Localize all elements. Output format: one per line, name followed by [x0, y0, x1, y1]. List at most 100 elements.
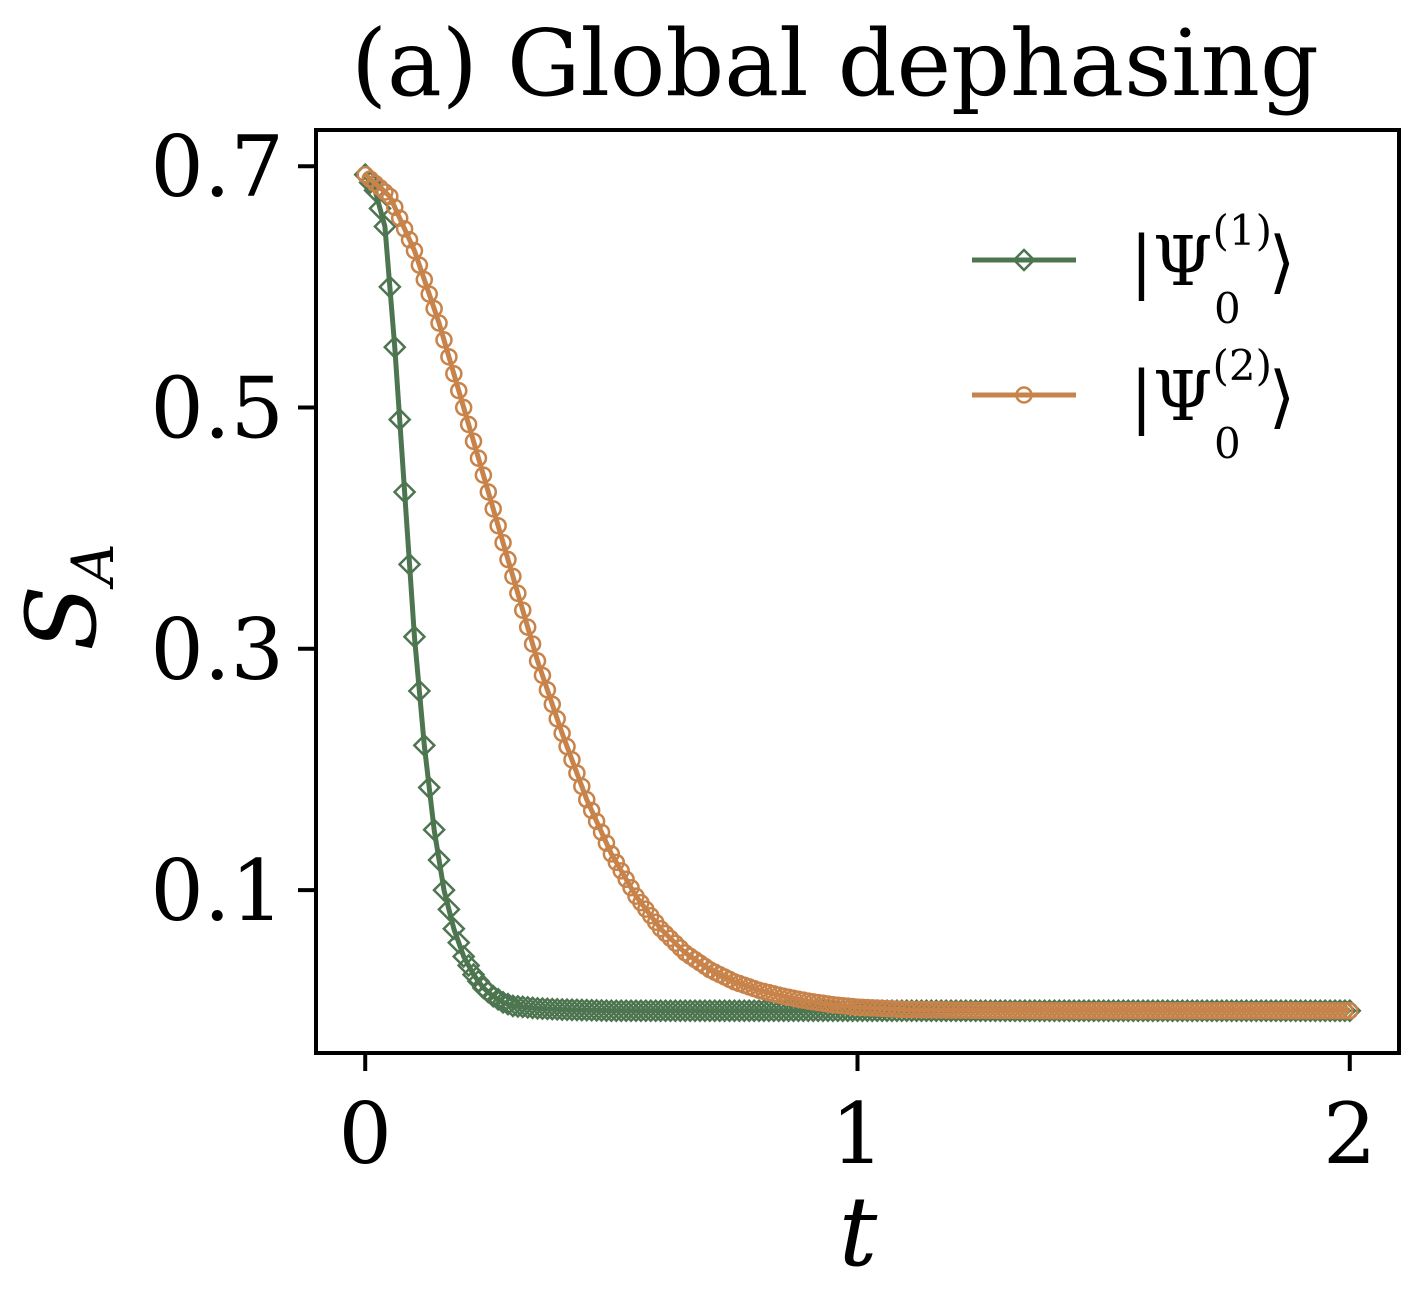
circle-marker [499, 550, 517, 569]
circle-marker [366, 174, 384, 193]
circle-marker [479, 483, 498, 501]
circle-marker [1336, 1002, 1354, 1020]
diamond-marker [437, 897, 461, 922]
circle-marker [371, 178, 389, 197]
diamond-marker [481, 984, 505, 1009]
circle-marker [395, 220, 414, 238]
diamond-marker [422, 818, 446, 842]
diamond-marker [501, 994, 525, 1018]
circle-marker [592, 823, 611, 841]
circle-marker [518, 618, 537, 636]
circle-marker [494, 533, 512, 552]
plot-frame [314, 128, 1401, 1055]
diamond-marker [407, 679, 432, 703]
circle-marker [509, 584, 527, 603]
legend-subscript: 0 [1214, 419, 1241, 468]
diamond-marker [579, 998, 604, 1023]
legend-ket-close: ⟩ [1269, 223, 1296, 302]
diamond-marker [550, 997, 574, 1022]
diamond-marker [565, 998, 589, 1022]
y-axis-label-symbol: S [6, 585, 118, 651]
diamond-marker [402, 624, 427, 649]
diamond-marker [397, 552, 422, 577]
x-tick-label: 2 [1323, 1085, 1376, 1183]
circle-marker [666, 934, 685, 952]
circle-marker [356, 165, 374, 184]
circle-marker [445, 364, 463, 383]
circle-marker [514, 601, 532, 619]
circle-marker [361, 170, 379, 188]
x-tick-label: 0 [339, 1085, 392, 1183]
diamond-marker [520, 996, 545, 1020]
diamond-marker [525, 996, 550, 1021]
circle-marker [484, 500, 502, 518]
chart-title: (a) Global dephasing [351, 10, 1319, 117]
diamond-marker [427, 848, 451, 872]
diamond-marker [432, 878, 456, 902]
x-axis: 0 1 2 [339, 1053, 1376, 1183]
diamond-marker [387, 407, 412, 432]
legend-ket-open: |Ψ [1130, 223, 1213, 302]
circle-marker [454, 398, 473, 417]
circle-marker [390, 209, 409, 227]
circle-marker [489, 516, 507, 535]
circle-marker [651, 919, 670, 938]
legend-label: |Ψ(2) 0 ⟩ [1130, 341, 1295, 468]
circle-marker [450, 381, 468, 400]
circle-marker [1331, 1002, 1349, 1020]
circle-marker [582, 801, 601, 820]
series-markers [356, 165, 1359, 1020]
legend-ket-open: |Ψ [1130, 358, 1213, 437]
diamond-marker [530, 996, 555, 1021]
diamond-marker [545, 997, 569, 1022]
diamond-marker [451, 944, 476, 969]
legend-item-1: |Ψ(1) 0 ⟩ [972, 206, 1295, 333]
series-layer [353, 162, 1362, 1023]
diamond-marker [382, 335, 407, 359]
circle-marker [656, 924, 675, 943]
circle-marker [597, 834, 616, 852]
circle-marker [474, 466, 493, 484]
diamond-marker [535, 997, 560, 1021]
diamond-marker [1012, 248, 1036, 272]
circle-marker [612, 862, 630, 880]
y-tick-label: 0.1 [150, 842, 284, 940]
circle-marker [400, 231, 419, 249]
x-axis-label: t [839, 1176, 878, 1288]
diamond-marker [506, 994, 530, 1019]
y-tick-label: 0.3 [150, 601, 284, 699]
legend-item-2: |Ψ(2) 0 ⟩ [972, 341, 1295, 468]
circle-marker [430, 314, 448, 332]
series-2 [356, 165, 1359, 1020]
circle-marker [523, 635, 542, 653]
diamond-marker [570, 998, 594, 1022]
diamond-marker [412, 733, 437, 758]
diamond-marker [456, 953, 481, 978]
diamond-marker [417, 775, 441, 800]
y-axis: 0.1 0.3 0.5 0.7 [150, 118, 316, 940]
legend: |Ψ(1) 0⟩|Ψ(2) 0⟩ [972, 206, 1295, 468]
circle-marker [578, 790, 596, 809]
circle-marker [504, 567, 522, 586]
y-axis-label-subscript: A [59, 543, 127, 590]
y-tick-label: 0.7 [150, 118, 284, 216]
circle-marker [607, 853, 626, 872]
diamond-marker [510, 995, 535, 1019]
circle-marker [1015, 386, 1033, 404]
circle-marker [622, 878, 640, 897]
legend-superscript: (2) [1213, 341, 1273, 390]
circle-marker [617, 870, 635, 889]
diamond-marker [560, 998, 584, 1022]
legend-subscript: 0 [1214, 284, 1241, 333]
plot-area [314, 128, 1401, 1055]
diamond-marker [555, 997, 579, 1022]
legend-superscript: (1) [1213, 206, 1273, 255]
circle-marker [381, 187, 399, 206]
circle-marker [440, 348, 458, 366]
circle-marker [376, 183, 394, 201]
circle-marker [386, 198, 404, 216]
diamond-marker [515, 995, 540, 1020]
diamond-marker [584, 998, 609, 1023]
circle-marker [602, 845, 621, 863]
